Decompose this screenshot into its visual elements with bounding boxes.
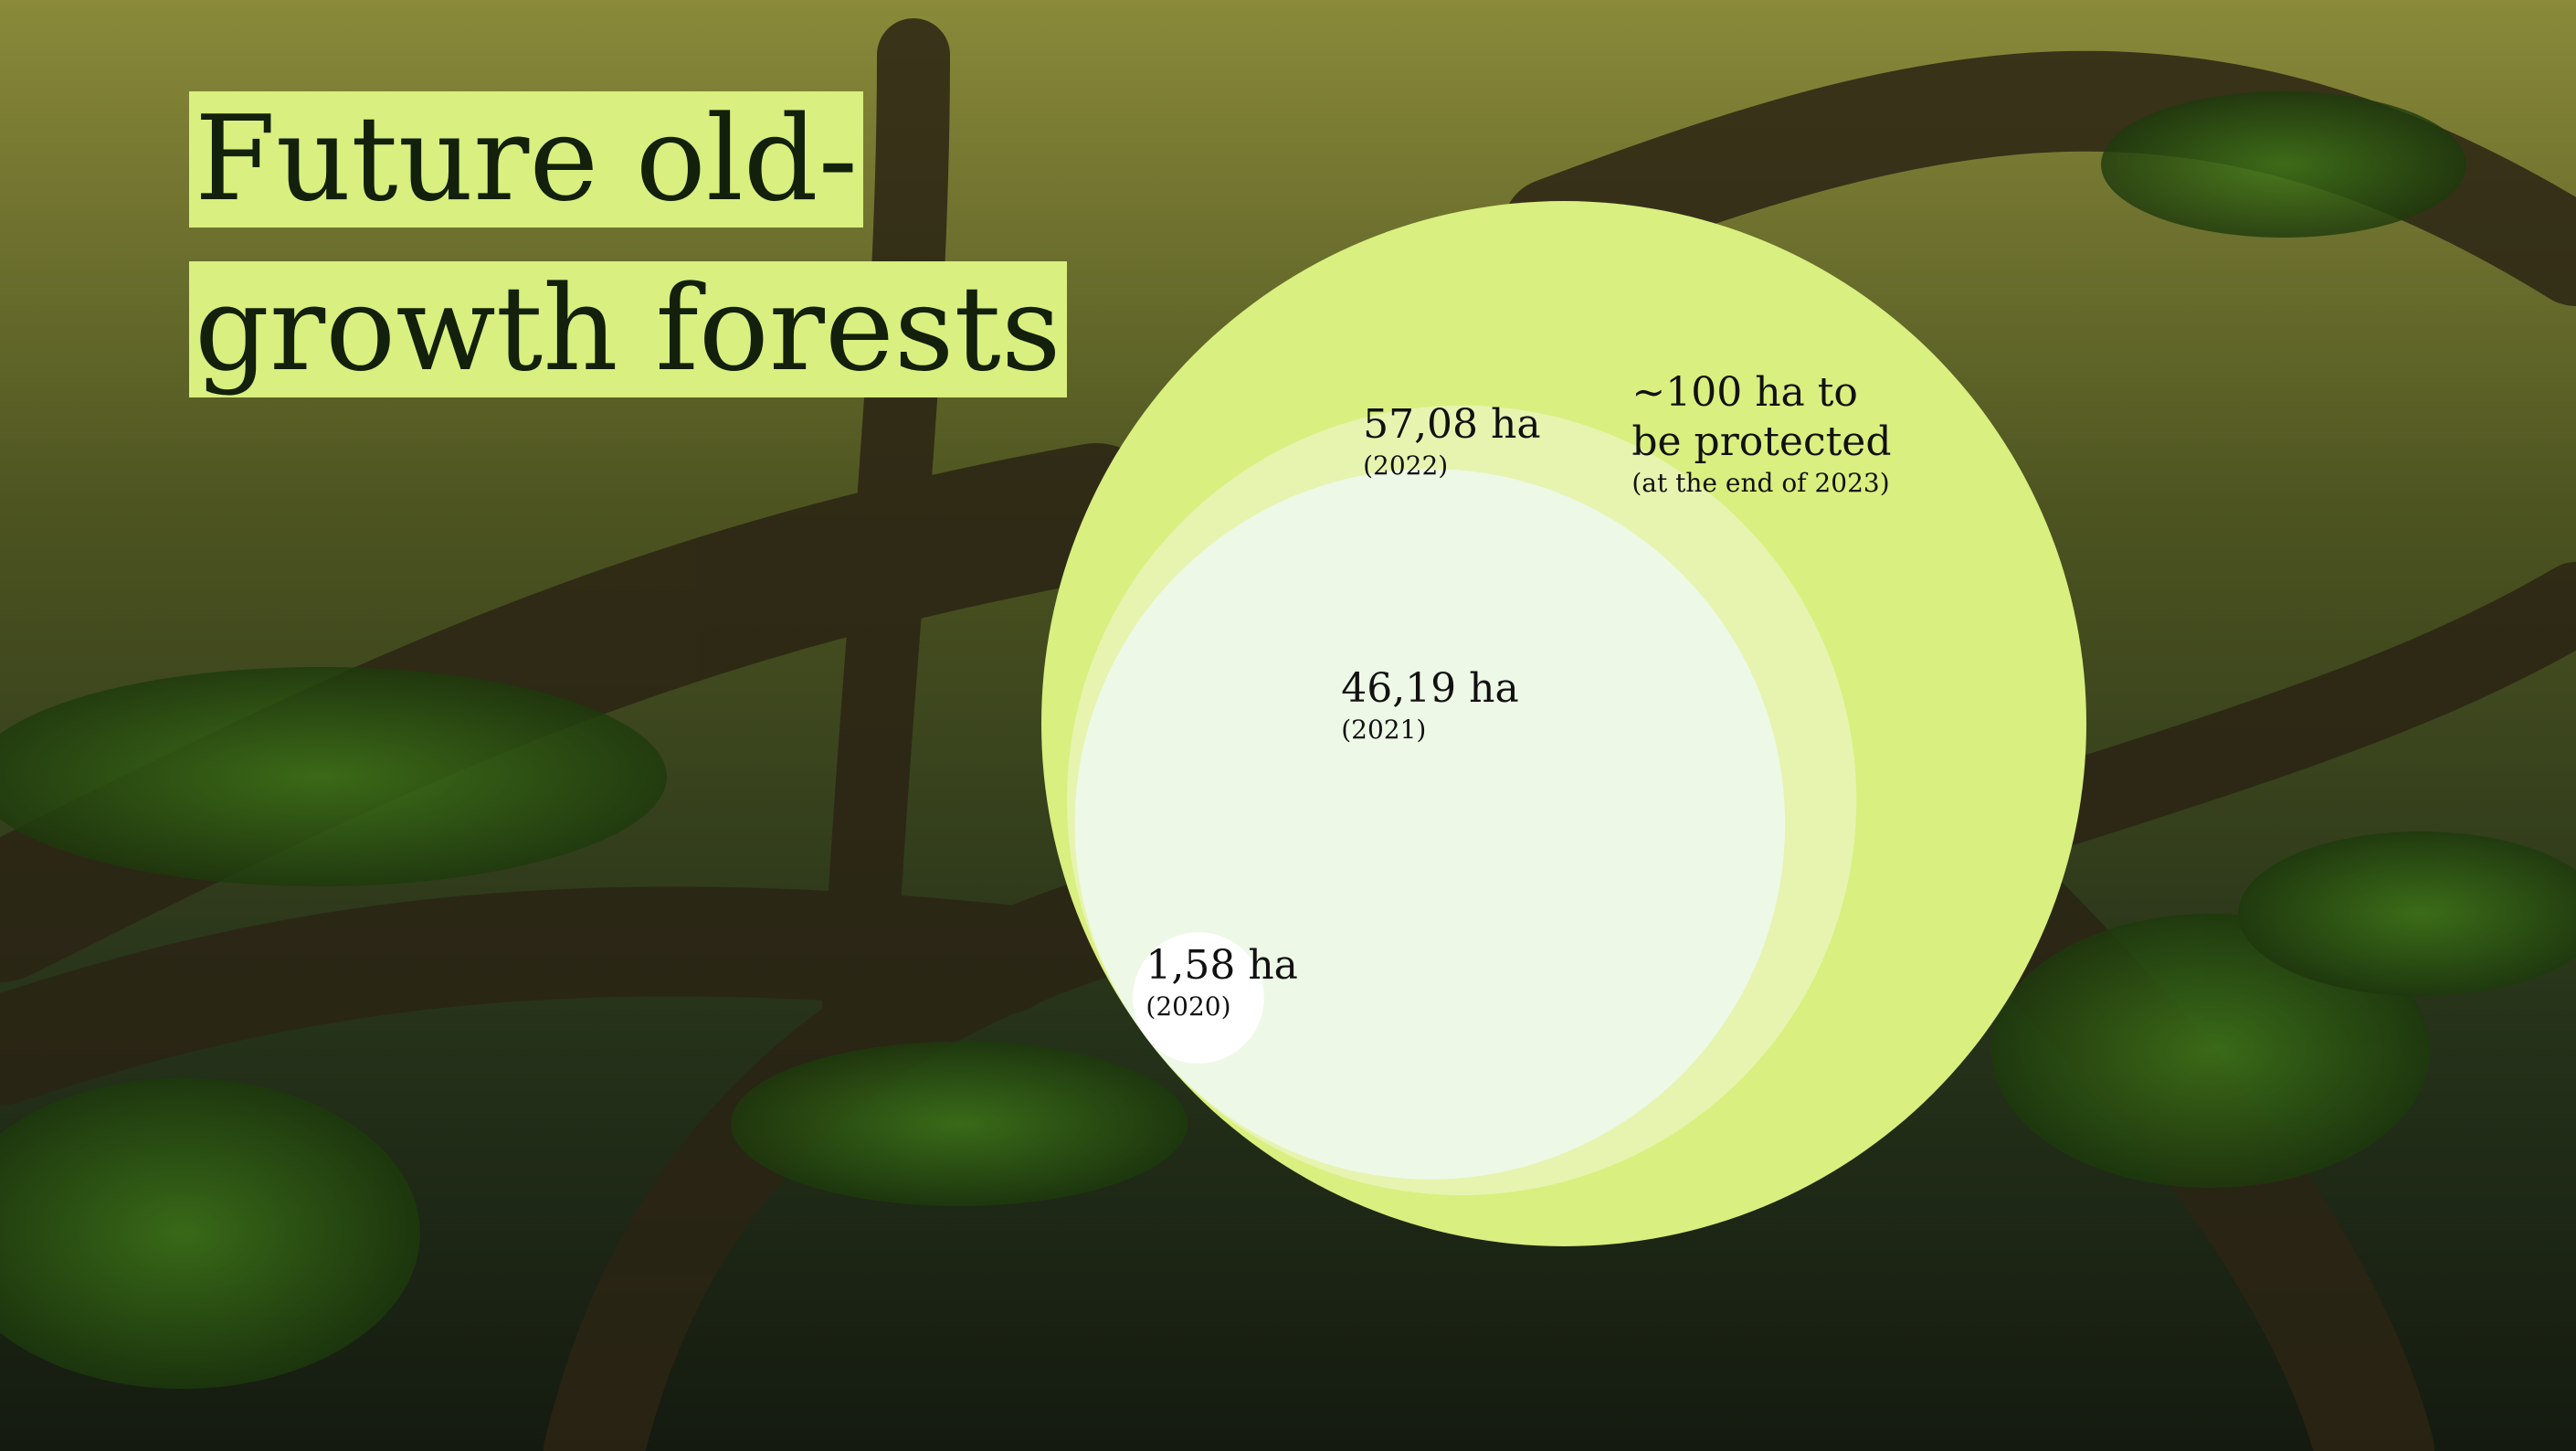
value-label: ~100 ha to be protected bbox=[1631, 369, 1892, 466]
value-label: 46,19 ha bbox=[1341, 664, 1519, 712]
chart-title: Future old-growth forests bbox=[189, 75, 1240, 415]
bubble bbox=[1074, 469, 1786, 1180]
year-label: (2020) bbox=[1145, 991, 1231, 1022]
bubble-label: 57,08 ha (2022) bbox=[1363, 400, 1637, 482]
year-label: (2022) bbox=[1363, 450, 1449, 482]
year-label: (2021) bbox=[1341, 714, 1427, 745]
value-label: 57,08 ha bbox=[1363, 401, 1541, 449]
bubble-label: 46,19 ha (2021) bbox=[1341, 664, 1615, 747]
value-label: 1,58 ha bbox=[1145, 942, 1298, 990]
bubble-label: ~100 ha to be protected (at the end of 20… bbox=[1631, 368, 1906, 500]
bubble-label: 1,58 ha (2020) bbox=[1145, 941, 1365, 1023]
year-label: (at the end of 2023) bbox=[1631, 468, 1890, 499]
bubble bbox=[1133, 932, 1264, 1064]
